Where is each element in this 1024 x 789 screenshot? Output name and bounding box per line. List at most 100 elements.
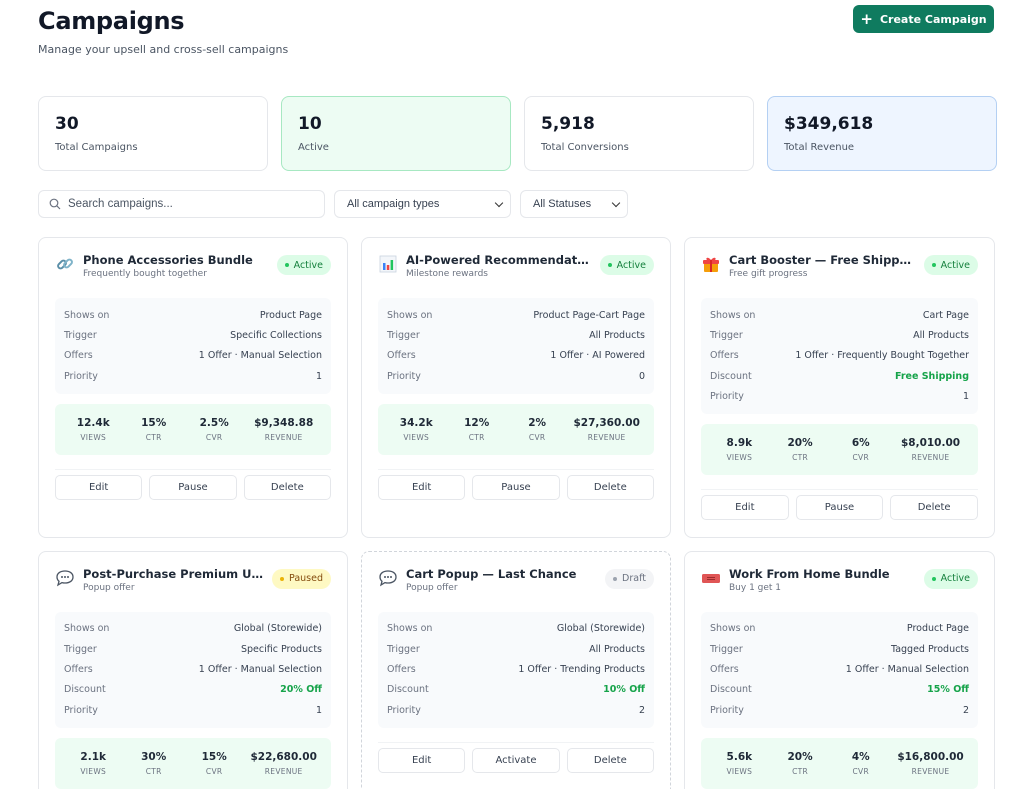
detail-value: 1 Offer · AI Powered — [550, 350, 645, 362]
search-input[interactable] — [68, 198, 308, 210]
stat-value: 30 — [55, 114, 79, 134]
metric-views: 5.6k — [726, 750, 753, 763]
metric-label: CVR — [205, 432, 223, 442]
campaign-details: Shows on Product Page Trigger Specific Col… — [55, 298, 331, 394]
metric-label: VIEWS — [726, 766, 753, 776]
detail-label: Trigger — [710, 643, 743, 655]
create-campaign-button[interactable]: + Create Campaign — [853, 5, 994, 33]
detail-label: Trigger — [710, 330, 743, 342]
detail-label: Trigger — [387, 330, 420, 342]
detail-label: Trigger — [64, 330, 97, 342]
campaign-type-value: All campaign types — [347, 198, 440, 210]
detail-label: Priority — [710, 704, 744, 716]
campaign-title[interactable]: Cart Popup — Last Chance — [406, 566, 577, 581]
discount-value: 20% Off — [280, 684, 322, 696]
ticket-icon — [701, 568, 721, 588]
discount-value: 10% Off — [603, 684, 645, 696]
detail-label: Shows on — [710, 623, 756, 635]
delete-button[interactable]: Delete — [890, 494, 978, 520]
detail-label: Priority — [387, 370, 421, 382]
card-actions: Edit Pause Delete — [378, 468, 654, 500]
card-actions: Edit Activate Delete — [378, 741, 654, 773]
edit-button[interactable]: Edit — [378, 747, 466, 773]
campaign-details: Shows on Product Page-Cart Page Trigger Al… — [378, 298, 654, 394]
delete-button[interactable]: Delete — [566, 474, 654, 500]
metric-label: CTR — [468, 432, 485, 442]
activate-button[interactable]: Activate — [472, 747, 560, 773]
campaign-details: Shows on Global (Storewide) Trigger All Pr… — [378, 611, 654, 728]
status-value: All Statuses — [533, 198, 592, 210]
metric-cvr: 2% — [528, 416, 547, 429]
campaign-metrics: 2.1k VIEWS 30% CTR 15% CVR $22,680.00 REVENU… — [55, 737, 331, 789]
metric-revenue: $22,680.00 — [250, 750, 317, 763]
campaign-card: Work From Home Bundle Buy 1 get 1 Active… — [684, 550, 995, 789]
detail-value: Product Page-Cart Page — [533, 309, 645, 321]
metric-label: CTR — [792, 766, 808, 776]
detail-label: Offers — [387, 664, 416, 676]
detail-value: All Products — [589, 643, 645, 655]
campaign-grid: Phone Accessories Bundle Frequently boug… — [38, 237, 995, 789]
metric-ctr: 15% — [141, 416, 167, 429]
card-actions: Edit Pause Delete — [55, 468, 331, 500]
campaign-title[interactable]: AI-Powered Recommendations — [406, 253, 592, 267]
campaign-card: Phone Accessories Bundle Frequently boug… — [38, 237, 348, 538]
stat-label: Active — [298, 142, 329, 153]
metric-ctr: 20% — [787, 750, 813, 763]
edit-button[interactable]: Edit — [55, 474, 143, 500]
metric-views: 2.1k — [80, 750, 107, 763]
chevron-down-icon — [611, 198, 621, 207]
campaign-title[interactable]: Post-Purchase Premium Upgra... — [83, 566, 264, 581]
detail-value: Global (Storewide) — [233, 623, 322, 635]
edit-button[interactable]: Edit — [378, 474, 466, 500]
pause-button[interactable]: Pause — [149, 474, 237, 500]
detail-label: Discount — [710, 370, 752, 382]
campaign-card: AI-Powered Recommendations Milestone rew… — [361, 237, 671, 538]
metric-label: CTR — [145, 766, 162, 776]
campaign-subtitle: Frequently bought together — [83, 269, 207, 279]
stat-active: 10 Active — [281, 96, 511, 171]
search-icon — [49, 195, 61, 214]
campaign-type-select[interactable]: All campaign types — [334, 190, 511, 218]
campaign-details: Shows on Product Page Trigger Tagged Produ… — [701, 611, 978, 728]
campaign-subtitle: Free gift progress — [729, 269, 808, 279]
status-select[interactable]: All Statuses — [520, 190, 628, 218]
metric-revenue: $27,360.00 — [573, 416, 640, 429]
detail-label: Discount — [64, 684, 106, 696]
detail-value: 1 Offer · Manual Selection — [198, 664, 322, 676]
edit-button[interactable]: Edit — [701, 494, 789, 520]
metric-label: VIEWS — [80, 766, 107, 776]
plus-icon: + — [860, 9, 873, 28]
detail-value: 1 — [315, 370, 322, 382]
detail-label: Discount — [710, 684, 752, 696]
stat-total-revenue: $349,618 Total Revenue — [767, 96, 997, 171]
bar-chart-icon — [378, 254, 398, 274]
detail-label: Priority — [387, 704, 421, 716]
chevron-down-icon — [494, 198, 504, 207]
delete-button[interactable]: Delete — [243, 474, 331, 500]
campaign-details: Shows on Cart Page Trigger All Products Of… — [701, 298, 978, 414]
search-box[interactable] — [38, 190, 325, 218]
detail-label: Offers — [64, 664, 93, 676]
campaign-title[interactable]: Work From Home Bundle — [729, 566, 890, 581]
detail-label: Offers — [387, 350, 416, 362]
metric-label: REVENUE — [911, 452, 950, 462]
pause-button[interactable]: Pause — [795, 494, 884, 520]
campaign-subtitle: Popup offer — [83, 582, 135, 593]
metric-views: 12.4k — [76, 416, 110, 429]
metric-label: REVENUE — [264, 766, 303, 776]
campaign-title[interactable]: Cart Booster — Free Shipping — [729, 253, 914, 267]
page-header: Campaigns Manage your upsell and cross-s… — [38, 6, 288, 56]
metric-ctr: 12% — [464, 416, 490, 429]
delete-button[interactable]: Delete — [566, 747, 654, 773]
detail-value: Global (Storewide) — [556, 623, 645, 635]
metric-label: REVENUE — [587, 432, 626, 442]
campaign-details: Shows on Global (Storewide) Trigger Specif… — [55, 611, 331, 728]
campaign-metrics: 8.9k VIEWS 20% CTR 6% CVR $8,010.00 REVENUE — [701, 423, 978, 475]
detail-value: 1 Offer · Manual Selection — [845, 664, 969, 676]
stat-total-conversions: 5,918 Total Conversions — [524, 96, 754, 171]
campaign-card: Post-Purchase Premium Upgra... Popup off… — [38, 550, 348, 789]
campaign-metrics: 34.2k VIEWS 12% CTR 2% CVR $27,360.00 REVENU… — [378, 403, 654, 455]
campaign-title[interactable]: Phone Accessories Bundle — [83, 253, 253, 267]
link-icon — [55, 254, 75, 274]
pause-button[interactable]: Pause — [472, 474, 560, 500]
